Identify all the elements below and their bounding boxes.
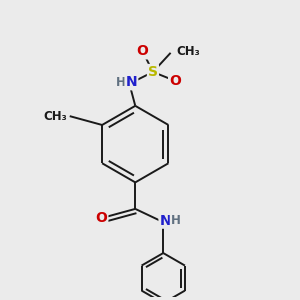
Text: CH₃: CH₃ [176,45,200,58]
Text: CH₃: CH₃ [44,110,68,123]
Text: O: O [95,211,107,225]
Text: S: S [148,65,158,79]
Text: O: O [137,44,148,58]
Text: N: N [160,214,171,228]
Text: O: O [169,74,181,88]
Text: N: N [126,75,137,89]
Text: H: H [116,76,126,89]
Text: H: H [171,214,181,227]
